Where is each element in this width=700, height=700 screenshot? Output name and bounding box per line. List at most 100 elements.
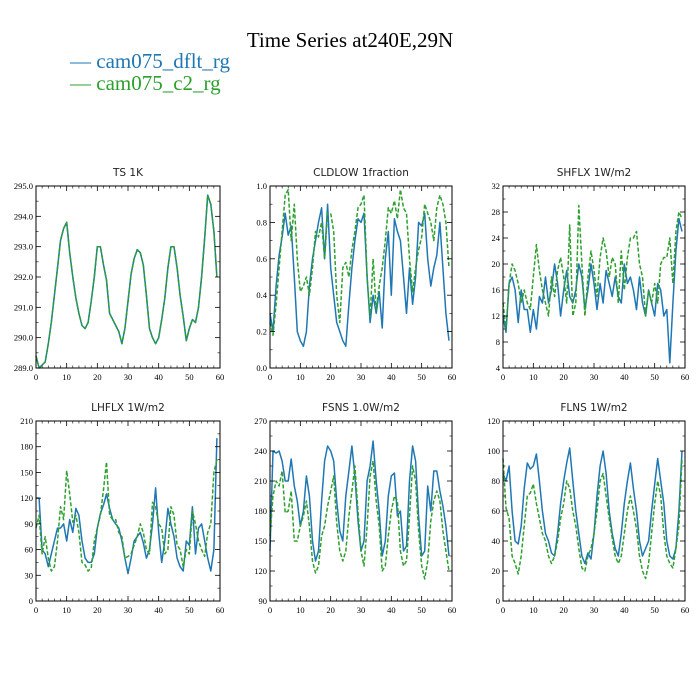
x-tick-label: 20 bbox=[559, 372, 568, 382]
legend-line-icon: — bbox=[70, 49, 91, 73]
x-tick-label: 50 bbox=[417, 605, 426, 615]
y-tick-label: 80 bbox=[492, 476, 501, 486]
y-tick-label: 40 bbox=[492, 536, 501, 546]
y-tick-label: 30 bbox=[25, 570, 34, 580]
y-tick-label: 60 bbox=[25, 545, 34, 555]
panel-title: CLDLOW 1fraction bbox=[313, 167, 409, 179]
y-tick-label: 290.0 bbox=[14, 333, 33, 343]
plot-frame bbox=[269, 420, 453, 602]
y-tick-label: 150 bbox=[20, 467, 33, 477]
series-line-cam075_dflt_rg bbox=[269, 440, 450, 562]
x-tick-label: 60 bbox=[448, 605, 457, 615]
y-tick-label: 32 bbox=[492, 181, 501, 191]
legend-line-icon: — bbox=[70, 71, 91, 95]
panel-2: CLDLOW 1fraction 0 10 20 30 40 50 60 0.0 0.2 0.4 0.… bbox=[256, 167, 456, 382]
y-tick-label: 0 bbox=[496, 596, 500, 606]
x-tick-label: 20 bbox=[93, 372, 102, 382]
series-line-cam075_c2_rg bbox=[35, 194, 218, 369]
series-line-cam075_dflt_rg bbox=[35, 194, 218, 369]
x-tick-label: 10 bbox=[529, 605, 538, 615]
y-tick-label: 0.8 bbox=[256, 217, 267, 227]
x-tick-label: 40 bbox=[387, 605, 396, 615]
panel-title: LHFLX 1W/m2 bbox=[91, 402, 165, 414]
x-tick-label: 50 bbox=[650, 605, 659, 615]
series-line-cam075_c2_rg bbox=[35, 459, 218, 572]
panel-4: LHFLX 1W/m2 0 10 20 30 40 50 60 0 30 60 90 120 150 180… bbox=[20, 402, 224, 615]
series-line-cam075_c2_rg bbox=[269, 460, 450, 580]
y-tick-label: 240 bbox=[254, 446, 267, 456]
x-tick-label: 10 bbox=[62, 605, 71, 615]
series-line-cam075_c2_rg bbox=[502, 458, 683, 580]
y-tick-label: 0.2 bbox=[256, 327, 267, 337]
y-tick-label: 293.0 bbox=[14, 242, 33, 252]
panel-1: TS 1K 0 10 20 30 40 50 60 289.0 290.0 291.0 292.0 29… bbox=[14, 167, 224, 382]
y-tick-label: 8 bbox=[496, 337, 500, 347]
x-tick-label: 50 bbox=[417, 372, 426, 382]
y-tick-label: 120 bbox=[487, 416, 500, 426]
x-tick-label: 20 bbox=[93, 605, 102, 615]
panel-3: SHFLX 1W/m2 0 10 20 30 40 50 60 4 8 12 16 20 24 28 32 bbox=[492, 167, 690, 382]
y-tick-label: 90 bbox=[25, 519, 34, 529]
y-tick-label: 210 bbox=[254, 476, 267, 486]
x-tick-label: 10 bbox=[296, 372, 305, 382]
y-tick-label: 20 bbox=[492, 259, 501, 269]
figure-title: Time Series at240E,29N bbox=[246, 28, 454, 52]
plot-frame bbox=[35, 185, 221, 369]
y-tick-label: 1.0 bbox=[256, 181, 267, 191]
x-tick-label: 0 bbox=[268, 372, 272, 382]
x-tick-label: 30 bbox=[124, 372, 133, 382]
x-tick-label: 60 bbox=[448, 372, 457, 382]
y-tick-label: 16 bbox=[492, 285, 501, 295]
x-tick-label: 0 bbox=[34, 605, 38, 615]
x-tick-label: 30 bbox=[124, 605, 133, 615]
x-tick-label: 50 bbox=[185, 372, 194, 382]
y-tick-label: 0 bbox=[29, 596, 33, 606]
x-tick-label: 10 bbox=[296, 605, 305, 615]
y-tick-label: 0.4 bbox=[256, 290, 267, 300]
x-tick-label: 30 bbox=[590, 605, 599, 615]
y-tick-label: 24 bbox=[492, 233, 501, 243]
series-line-cam075_dflt_rg bbox=[269, 203, 450, 347]
x-tick-label: 10 bbox=[62, 372, 71, 382]
plot-frame bbox=[502, 420, 686, 602]
y-tick-label: 120 bbox=[254, 566, 267, 576]
series-line-cam075_dflt_rg bbox=[502, 217, 683, 364]
y-tick-label: 90 bbox=[259, 596, 268, 606]
x-tick-label: 0 bbox=[34, 372, 38, 382]
y-tick-label: 294.0 bbox=[14, 211, 33, 221]
y-tick-label: 60 bbox=[492, 506, 501, 516]
x-tick-label: 30 bbox=[590, 372, 599, 382]
legend-label: cam075_dflt_rg bbox=[96, 49, 231, 73]
y-tick-label: 289.0 bbox=[14, 363, 33, 373]
y-tick-label: 270 bbox=[254, 416, 267, 426]
x-tick-label: 10 bbox=[529, 372, 538, 382]
y-tick-label: 180 bbox=[254, 506, 267, 516]
x-tick-label: 0 bbox=[501, 605, 505, 615]
x-tick-label: 30 bbox=[357, 372, 366, 382]
x-tick-label: 30 bbox=[357, 605, 366, 615]
panel-5: FSNS 1.0W/m2 0 10 20 30 40 50 60 90 120 150 180 210 2… bbox=[254, 402, 456, 615]
x-tick-label: 60 bbox=[216, 605, 225, 615]
x-tick-label: 0 bbox=[501, 372, 505, 382]
y-tick-label: 12 bbox=[492, 311, 501, 321]
x-tick-label: 40 bbox=[620, 605, 629, 615]
x-tick-label: 60 bbox=[681, 605, 690, 615]
y-tick-label: 295.0 bbox=[14, 181, 33, 191]
y-tick-label: 4 bbox=[496, 363, 501, 373]
x-tick-label: 50 bbox=[650, 372, 659, 382]
x-tick-label: 50 bbox=[185, 605, 194, 615]
x-tick-label: 40 bbox=[154, 372, 163, 382]
x-tick-label: 40 bbox=[620, 372, 629, 382]
series-line-cam075_dflt_rg bbox=[36, 438, 218, 575]
panel-title: SHFLX 1W/m2 bbox=[557, 167, 632, 179]
y-tick-label: 0.6 bbox=[256, 254, 267, 264]
x-tick-label: 40 bbox=[387, 372, 396, 382]
y-tick-label: 150 bbox=[254, 536, 267, 546]
x-tick-label: 40 bbox=[154, 605, 163, 615]
y-tick-label: 100 bbox=[487, 446, 500, 456]
y-tick-label: 0.0 bbox=[256, 363, 267, 373]
x-tick-label: 20 bbox=[559, 605, 568, 615]
y-tick-label: 20 bbox=[492, 566, 501, 576]
